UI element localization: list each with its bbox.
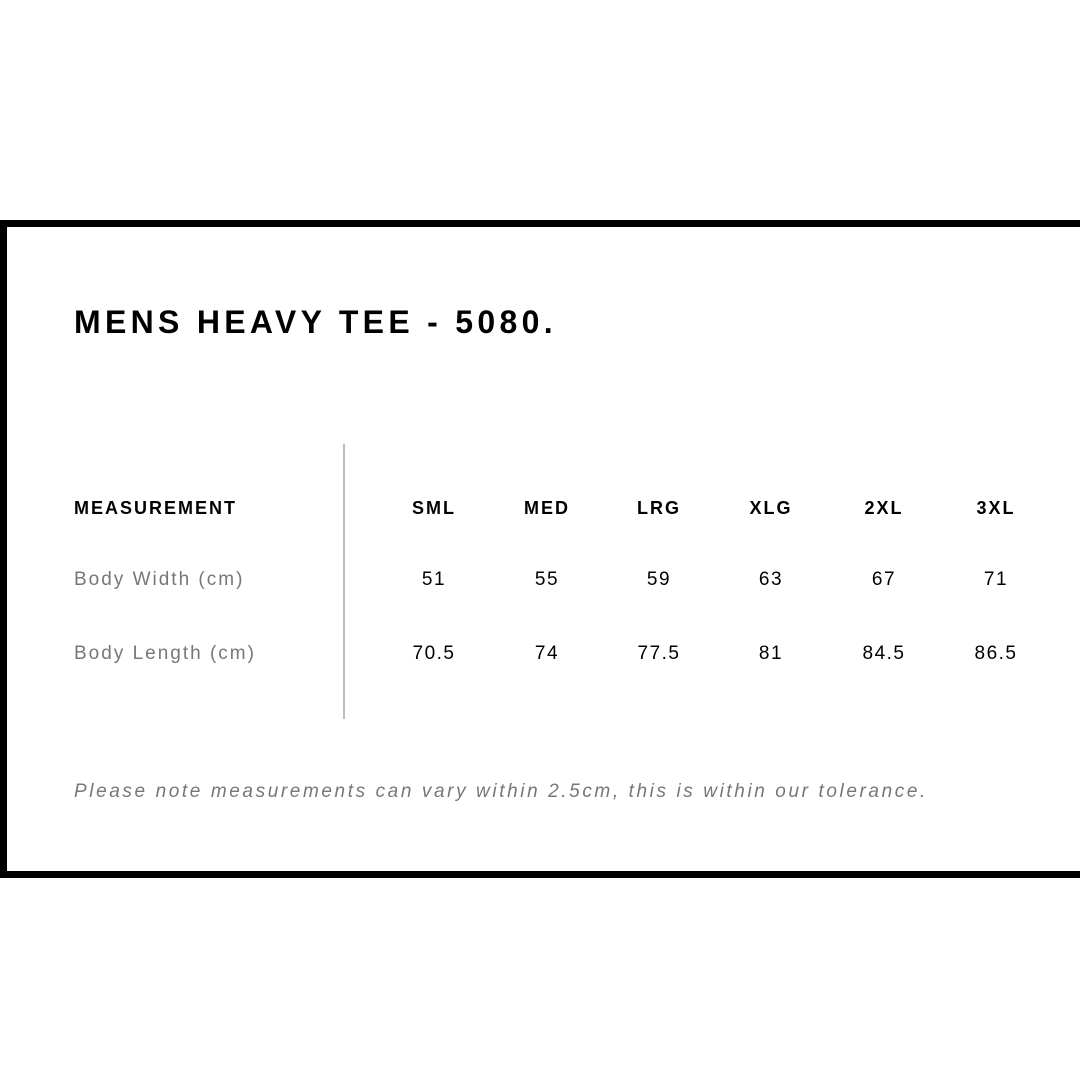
table-cell: 77.5: [637, 643, 681, 664]
column-header-2xl: 2XL: [864, 498, 904, 518]
column-header-lrg: LRG: [637, 498, 681, 518]
measurement-header: MEASUREMENT: [74, 498, 238, 518]
table-cell: 70.5: [412, 643, 456, 664]
table-cell: 74: [534, 643, 560, 664]
tolerance-note: Please note measurements can vary within…: [74, 781, 928, 802]
column-header-xlg: XLG: [749, 498, 793, 518]
table-cell: 55: [534, 569, 560, 590]
column-header-sml: SML: [412, 498, 456, 518]
column-header-3xl: 3XL: [976, 498, 1016, 518]
size-chart-frame: [0, 220, 1080, 878]
table-cell: 86.5: [974, 643, 1018, 664]
table-cell: 71: [983, 569, 1009, 590]
table-cell: 84.5: [862, 643, 906, 664]
table-cell: 51: [421, 569, 447, 590]
row-label: Body Length (cm): [74, 643, 256, 664]
table-cell: 67: [871, 569, 897, 590]
column-divider: [343, 444, 345, 719]
table-cell: 81: [758, 643, 784, 664]
page-title: MENS HEAVY TEE - 5080.: [74, 304, 557, 340]
table-cell: 59: [646, 569, 672, 590]
table-cell: 63: [758, 569, 784, 590]
column-header-med: MED: [524, 498, 570, 518]
row-label: Body Width (cm): [74, 569, 245, 590]
